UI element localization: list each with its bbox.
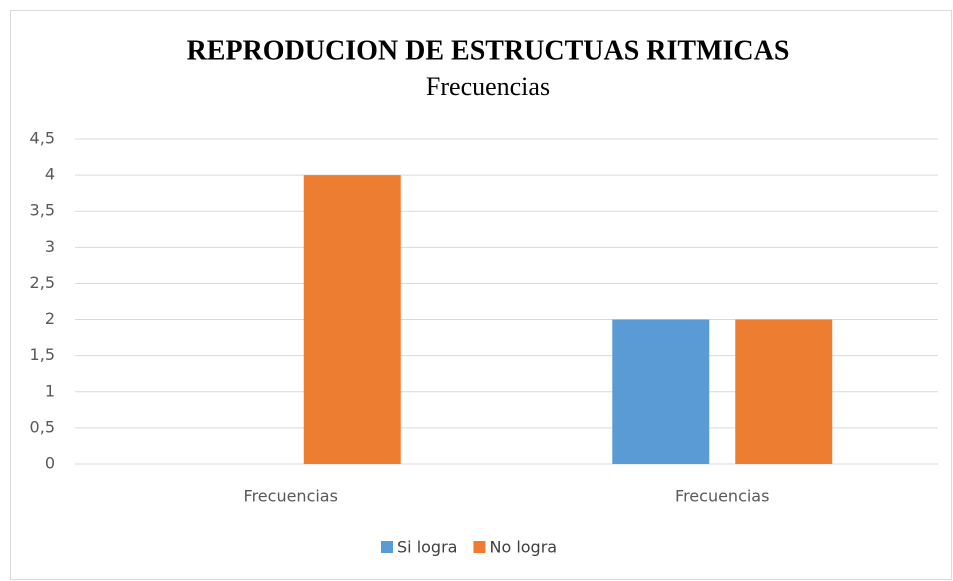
bar [735, 319, 833, 464]
y-tick-label: 3,5 [30, 201, 55, 220]
chart-border [10, 10, 952, 580]
y-tick-label: 0 [45, 454, 55, 473]
bar [612, 319, 710, 464]
chart-subtitle: Frecuencias [426, 72, 550, 101]
y-tick-label: 2 [45, 309, 55, 328]
y-tick-label: 0,5 [30, 417, 55, 436]
y-tick-label: 1,5 [30, 345, 55, 364]
bar [303, 175, 401, 464]
y-tick-label: 1 [45, 381, 55, 400]
legend-swatch [381, 541, 393, 553]
y-tick-label: 4,5 [30, 129, 55, 148]
legend-label: No logra [489, 538, 557, 557]
x-tick-label: Frecuencias [244, 487, 338, 506]
chart-title: REPRODUCION DE ESTRUCTUAS RITMICAS [187, 35, 790, 66]
legend-swatch [473, 541, 486, 553]
y-tick-label: 4 [45, 165, 55, 184]
y-tick-label: 2,5 [30, 273, 55, 292]
y-tick-label: 3 [45, 237, 55, 256]
legend-label: Si logra [397, 538, 457, 557]
x-tick-label: Frecuencias [675, 487, 769, 506]
